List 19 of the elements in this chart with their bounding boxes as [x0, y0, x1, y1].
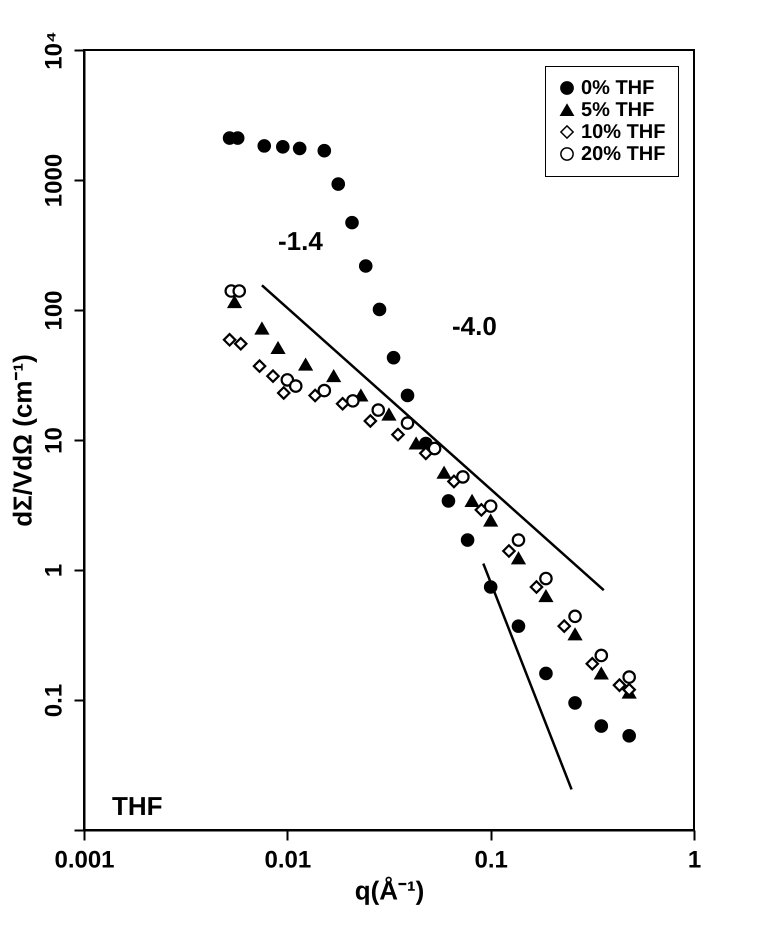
x-tick-label: 0.01	[264, 846, 312, 874]
x-tick-label: 0.1	[474, 846, 508, 874]
x-axis-title: q(Å⁻¹)	[354, 876, 424, 906]
x-tick-label: 0.001	[54, 846, 115, 874]
annotation: -1.4	[278, 226, 324, 256]
y-tick-label: 1000	[40, 154, 68, 208]
y-tick-label: 10	[40, 427, 68, 454]
legend-label: 0% THF	[581, 77, 654, 99]
legend-label: 10% THF	[581, 121, 666, 143]
y-tick-label: 10⁴	[40, 31, 68, 70]
annotation: -4.0	[452, 311, 497, 341]
y-tick-label: 0.1	[40, 684, 68, 718]
legend-label: 20% THF	[581, 143, 666, 165]
y-tick-label: 100	[40, 290, 68, 331]
legend-label: 5% THF	[581, 99, 654, 121]
annotation: THF	[112, 791, 163, 821]
y-axis-title: dΣ/VdΩ (cm⁻¹)	[8, 354, 38, 527]
y-tick-label: 1	[40, 564, 68, 578]
x-tick-label: 1	[688, 846, 702, 874]
